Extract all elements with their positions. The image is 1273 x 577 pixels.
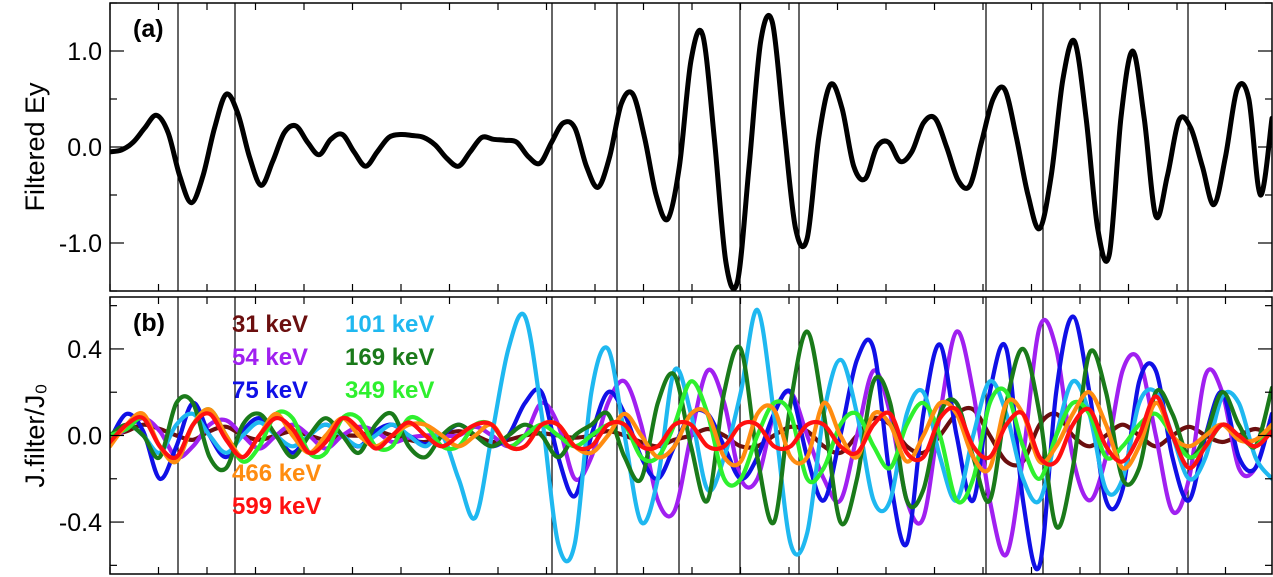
legend-entry-75-kev: 75 keV (232, 377, 308, 404)
y-axis-title: J.filter/J₀ (20, 383, 50, 487)
plot-area (110, 13, 1272, 291)
y-tick-label: 1.0 (67, 38, 102, 66)
legend-entry-349-kev: 349 keV (345, 377, 434, 404)
plot-frame (109, 2, 1273, 292)
legend-entry-466-kev: 466 keV (232, 460, 321, 487)
legend-entry-169-kev: 169 keV (345, 344, 434, 371)
y-axis-title: Filtered Ey (20, 82, 50, 212)
legend-entry-54-kev: 54 keV (232, 344, 308, 371)
series-line-599-kev (110, 394, 1272, 471)
y-tick-label: 0.0 (67, 134, 102, 162)
legend-entry-101-kev: 101 keV (345, 311, 434, 338)
legend-entry-599-kev: 599 keV (232, 493, 321, 520)
y-tick-label: -0.4 (59, 509, 102, 537)
series-line-ey (110, 13, 1272, 291)
y-tick-label: 0.4 (67, 336, 102, 364)
legend-entry-31-kev: 31 keV (232, 311, 308, 338)
series-line-54-kev (110, 317, 1272, 558)
panel-a: 1.0 0.0 -1.0 Filtered Ey (a) (20, 2, 1273, 292)
panel-label: (b) (133, 309, 165, 337)
y-tick-label: 0.0 (67, 423, 102, 451)
plot-area (110, 307, 1272, 572)
series-line-169-kev (110, 329, 1272, 530)
panel-b: 0.4 0.0 -0.4 J.filter/J₀ (b) 31 keV 101 keV 54 … (20, 296, 1273, 575)
panel-label: (a) (133, 15, 164, 43)
y-tick-label: -1.0 (59, 230, 102, 258)
